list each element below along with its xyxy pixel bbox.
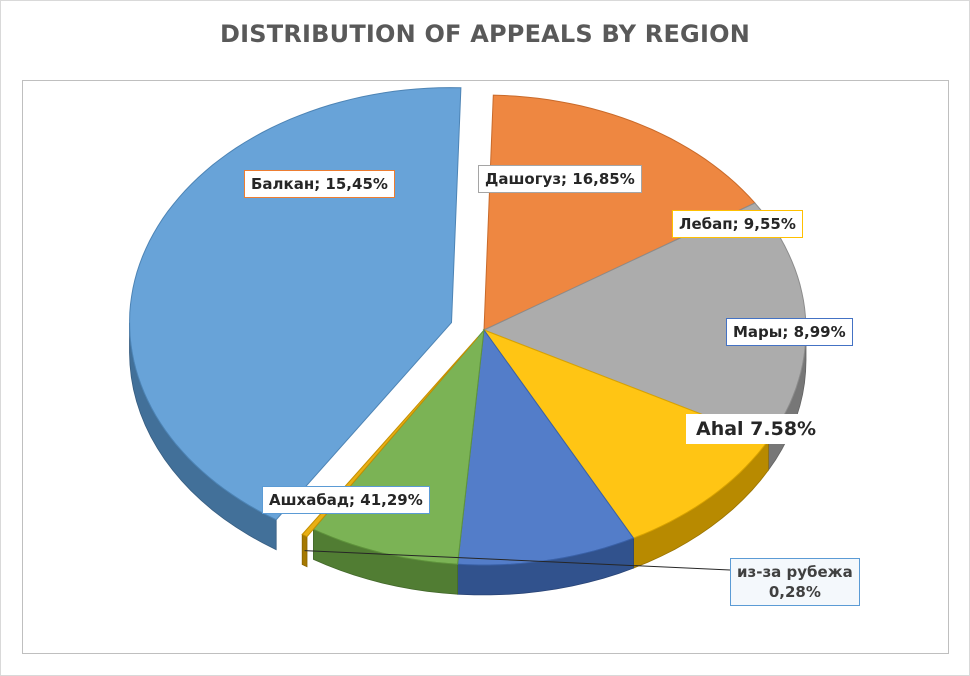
data-label: из-за рубежа 0,28% xyxy=(730,558,860,606)
pie-tops xyxy=(129,87,807,566)
data-label: Лебап; 9,55% xyxy=(672,210,803,238)
data-label: Мары; 8,99% xyxy=(726,318,853,346)
data-label: Ahal 7.58% xyxy=(686,414,827,444)
data-label: Ашхабад; 41,29% xyxy=(262,486,430,514)
data-label: Дашогуз; 16,85% xyxy=(478,165,642,193)
chart-title: DISTRIBUTION OF APPEALS BY REGION xyxy=(220,20,750,48)
slice-Мары[interactable] xyxy=(457,328,635,566)
slice-Лебап[interactable] xyxy=(482,328,770,539)
data-label: Балкан; 15,45% xyxy=(244,170,395,198)
plot-area xyxy=(22,80,949,654)
slice-Балкан[interactable] xyxy=(483,94,756,331)
leader-line xyxy=(304,550,731,571)
